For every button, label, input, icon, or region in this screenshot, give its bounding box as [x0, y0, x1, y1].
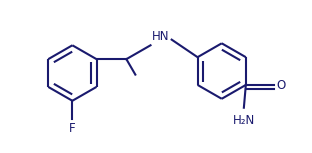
Text: HN: HN [152, 30, 169, 43]
Text: H₂N: H₂N [233, 114, 255, 127]
Text: F: F [69, 122, 76, 135]
Text: O: O [277, 79, 286, 92]
